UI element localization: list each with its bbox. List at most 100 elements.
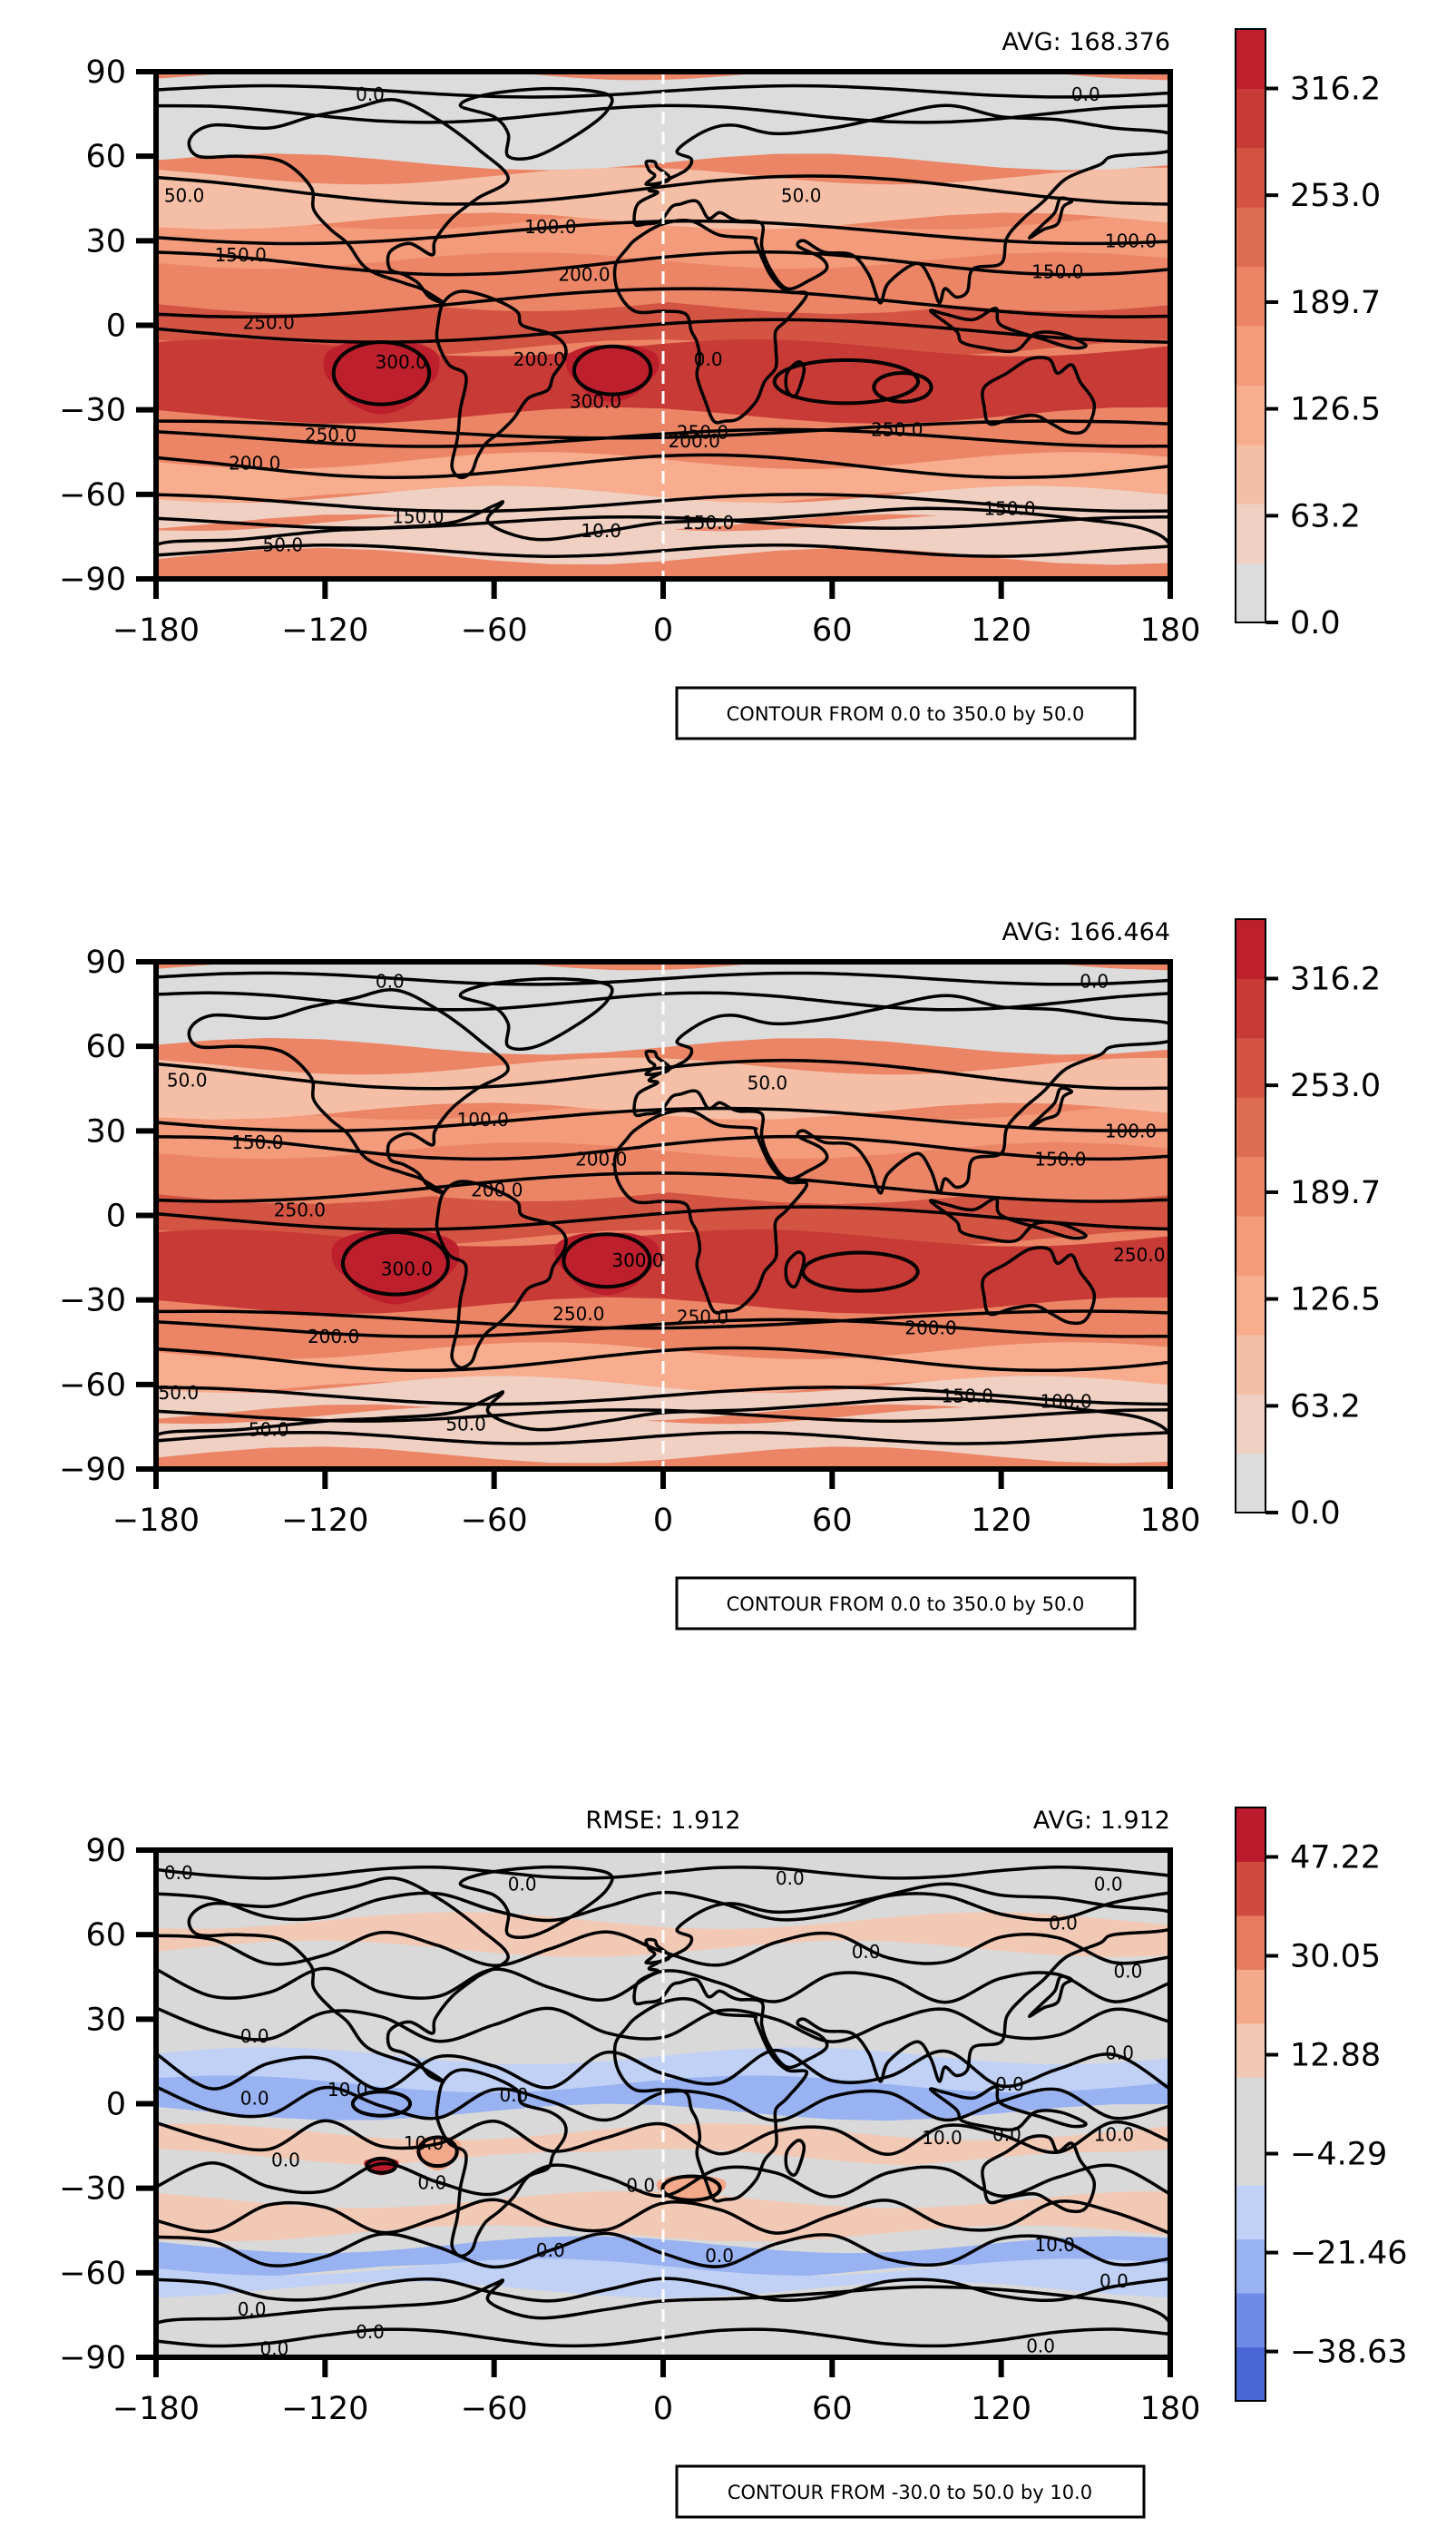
y-tick-label: 0 <box>106 2087 126 2123</box>
panel-2-map: 0.0 0.0 50.0 50.0 100.0 100.0 150.0 150.0 200.0 2… <box>153 959 1173 1472</box>
contour-label: 0.0 <box>992 2124 1021 2146</box>
contour-label: 150.0 <box>392 506 444 528</box>
contour-label: 150.0 <box>682 512 734 534</box>
contour-ring <box>331 339 432 406</box>
coastline-greenland <box>458 976 614 1052</box>
colorbar-segment <box>1236 1915 1265 1970</box>
y-tick-label: 30 <box>85 223 126 260</box>
contour-line <box>156 2119 1170 2157</box>
color-band <box>156 2123 1170 2169</box>
contour-ring <box>350 2090 413 2118</box>
contour-label: 0.0 <box>240 2025 269 2047</box>
coastline-south-america <box>435 1180 568 1370</box>
y-tick-label: 30 <box>85 2002 126 2038</box>
y-tick-label: −90 <box>59 1452 126 1488</box>
contour-label: 300.0 <box>611 1249 663 1271</box>
contour-label: 150.0 <box>942 1385 993 1406</box>
contour-label: 50.0 <box>263 534 304 556</box>
panel-1-colorbar: 316.2 253.0 189.7 126.5 63.2 0.0 <box>1235 28 1381 642</box>
y-tick-label: −60 <box>59 2256 126 2292</box>
contour-label: 50.0 <box>159 1382 200 1404</box>
colorbar-segment <box>1236 1097 1265 1158</box>
contour-line <box>156 2198 1170 2236</box>
y-tick-label: −60 <box>59 477 126 514</box>
panel-3: 0.0 0.0 0.0 0.0 0.0 0.0 0.0 0.0 0.0 0.0 10.0 0.0 0.0… <box>59 1807 1408 2519</box>
contour-label: 150.0 <box>1034 1148 1086 1170</box>
panel-2-coastlines <box>156 976 1170 1469</box>
contour-line <box>156 1386 1170 1406</box>
colorbar-tick-label: 126.5 <box>1290 1282 1381 1318</box>
panel-2-contour-labels: 0.0 0.0 50.0 50.0 100.0 100.0 150.0 150.0 200.0 2… <box>159 971 1166 1441</box>
coastline-greenland <box>458 86 614 162</box>
colorbar-segment <box>1236 1037 1265 1098</box>
contour-ring <box>340 1229 451 1297</box>
color-band <box>156 1376 1170 1422</box>
contour-label: 50.0 <box>781 185 822 207</box>
colorbar-segment <box>1236 88 1265 149</box>
coastline-indonesia <box>928 307 1088 354</box>
colorbar-segment <box>1236 1807 1265 1862</box>
colorbar-tick-label: 12.88 <box>1290 2038 1381 2074</box>
contour-label: 200.0 <box>513 348 565 370</box>
contour-label: 0.0 <box>1113 1961 1142 1983</box>
colorbar-segment <box>1236 2077 1265 2132</box>
panel-2-axes: −180 −120 −60 0 60 120 180 90 60 30 0 −30 −60 −90 <box>59 945 1200 1539</box>
contour-label: 0.0 <box>1049 1913 1078 1934</box>
coastline-africa <box>612 219 809 425</box>
panel-1-avg-label: AVG: 168.376 <box>1002 28 1170 56</box>
coastline-japan <box>1027 1086 1074 1130</box>
colorbar-tick-label: −38.63 <box>1290 2335 1408 2371</box>
colorbar-segment <box>1236 1861 1265 1916</box>
contour-ring <box>660 2174 722 2202</box>
contour-line <box>156 543 1170 558</box>
x-tick-label: −60 <box>461 2391 528 2427</box>
panel-1-contour-note-box <box>675 686 1137 740</box>
contour-label: 0.0 <box>1099 2270 1129 2292</box>
contour-label: 0.0 <box>240 2087 269 2109</box>
contour-label: 250.0 <box>1113 1244 1165 1266</box>
contour-label: 100.0 <box>1040 1391 1091 1413</box>
x-tick-label: 180 <box>1140 2391 1201 2427</box>
coastline-indonesia <box>928 1197 1088 1244</box>
y-tick-label: 90 <box>85 945 126 981</box>
coastline-africa <box>612 1109 809 1315</box>
x-tick-label: 180 <box>1140 1503 1201 1539</box>
panel-2: 0.0 0.0 50.0 50.0 100.0 100.0 150.0 150.0 200.0 2… <box>59 918 1381 1631</box>
colorbar-segment <box>1236 2023 1265 2078</box>
contour-line <box>156 174 1170 206</box>
x-tick-label: 60 <box>812 2391 853 2427</box>
colorbar-frame <box>1235 28 1266 623</box>
panel-3-axes: −180 −120 −60 0 60 120 180 90 60 30 0 −30 −60 −90 <box>59 1833 1200 2427</box>
coastline-antarctica <box>156 1390 1170 1469</box>
colorbar-segment <box>1236 1156 1265 1217</box>
colorbar-segment <box>1236 147 1265 208</box>
contour-label: 0.0 <box>852 1941 881 1963</box>
contour-label: 250.0 <box>871 418 923 440</box>
y-tick-label: 90 <box>85 54 126 91</box>
y-tick-label: −90 <box>59 2340 126 2376</box>
x-tick-label: 0 <box>653 612 673 649</box>
coastline-japan <box>1027 196 1074 240</box>
panel-1-contours <box>156 83 1170 558</box>
coastline-madagascar <box>784 360 806 398</box>
contour-label: 250.0 <box>677 1306 728 1327</box>
contour-label: 0.0 <box>694 348 723 370</box>
colorbar-segment <box>1236 266 1265 327</box>
contour-label: 10.0 <box>1034 2234 1075 2256</box>
y-tick-label: −30 <box>59 393 126 429</box>
colorbar-segment <box>1236 1275 1265 1336</box>
contour-label: 300.0 <box>376 351 427 373</box>
contour-ring <box>800 1250 920 1293</box>
coastline-indonesia <box>928 2085 1088 2131</box>
contour-label: 10.0 <box>327 2079 368 2101</box>
colorbar-tick-label: 253.0 <box>1290 1068 1381 1104</box>
x-tick-label: −60 <box>461 1503 528 1539</box>
x-tick-label: −180 <box>112 612 200 649</box>
contour-label: 150.0 <box>1031 261 1083 283</box>
contour-line <box>156 103 1170 124</box>
coastline-antarctica <box>156 500 1170 579</box>
contour-label: 200.0 <box>471 1180 523 1201</box>
contour-label: 100.0 <box>524 216 576 238</box>
x-tick-label: 60 <box>812 1503 853 1539</box>
